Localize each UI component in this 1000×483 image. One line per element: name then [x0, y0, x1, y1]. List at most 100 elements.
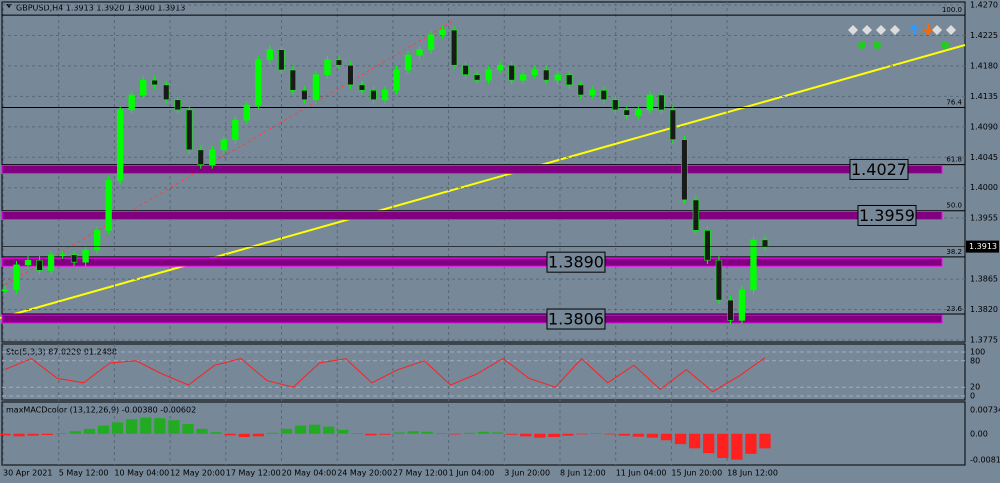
- candle: [312, 74, 320, 101]
- candle: [266, 49, 274, 61]
- macd-bar: [294, 425, 307, 434]
- candle: [531, 69, 538, 76]
- macd-bar: [252, 433, 264, 437]
- macd-bar: [337, 429, 349, 434]
- macd-bar: [365, 433, 377, 436]
- y-tick-label: 1.3820: [970, 305, 998, 314]
- candle: [543, 69, 550, 81]
- candle: [163, 84, 170, 101]
- y-tick-label: 1.4045: [970, 153, 998, 162]
- macd-bar: [323, 426, 335, 434]
- macd-bar: [435, 433, 447, 434]
- candle: [24, 259, 32, 266]
- diamond-icons: [848, 25, 956, 35]
- x-tick-label: 27 May 12:00: [393, 469, 448, 478]
- level-band: [1, 257, 943, 267]
- candle: [727, 299, 734, 321]
- macd-bar: [703, 433, 715, 454]
- level-label: 1.3806: [548, 310, 604, 329]
- candle: [554, 74, 561, 81]
- y-tick-label: 1.4090: [970, 122, 998, 131]
- macd-bar: [0, 433, 11, 436]
- macd-bar: [111, 422, 124, 434]
- macd-bar: [55, 433, 67, 434]
- macd-bar: [351, 433, 363, 434]
- macd-bar: [41, 433, 53, 436]
- candle: [243, 104, 250, 121]
- candle: [232, 119, 239, 140]
- candle: [1, 289, 9, 292]
- fib-label: 23.6: [946, 305, 962, 313]
- macd-bar: [449, 433, 461, 435]
- macd-bar: [745, 433, 757, 454]
- candle: [612, 99, 619, 111]
- candle: [255, 59, 262, 106]
- macd-bar: [69, 431, 81, 434]
- macd-bar: [590, 433, 602, 434]
- macd-bar: [548, 433, 560, 437]
- level-label: 1.4027: [851, 160, 907, 179]
- macd-bar: [27, 433, 39, 436]
- candle: [462, 64, 469, 76]
- candle: [59, 254, 66, 257]
- x-tick-label: 24 May 20:00: [337, 469, 392, 478]
- macd-bar: [646, 433, 659, 438]
- macd-bar: [224, 433, 236, 436]
- macd-bar: [689, 433, 701, 449]
- candle: [197, 149, 204, 166]
- macd-bar: [759, 433, 771, 449]
- macd-bar: [407, 431, 419, 434]
- x-tick-label: 8 Jun 12:00: [560, 469, 606, 478]
- level-label: 1.3959: [859, 206, 915, 225]
- macd-bar: [154, 418, 166, 434]
- x-tick-label: 5 May 12:00: [59, 469, 109, 478]
- candle: [473, 74, 481, 81]
- y-tick-label: 100: [970, 348, 985, 357]
- macd-bar: [604, 433, 616, 435]
- macd-panel: [1, 401, 966, 466]
- macd-bar: [562, 433, 574, 436]
- macd-bar: [196, 428, 208, 434]
- macd-bar: [97, 425, 110, 434]
- candle: [140, 79, 147, 96]
- candle: [658, 94, 665, 111]
- candle: [520, 74, 527, 81]
- candle: [761, 239, 769, 247]
- candle: [646, 94, 654, 111]
- macd-bar: [393, 432, 405, 434]
- stoch-line: [4, 357, 766, 393]
- level-band: [1, 164, 943, 174]
- macd-bar: [182, 424, 194, 434]
- y-tick-label: 80: [970, 356, 980, 365]
- y-tick-label: -0.00811: [970, 456, 1000, 465]
- candle: [427, 34, 435, 50]
- candle: [93, 230, 101, 251]
- y-tick-label: 0: [970, 392, 975, 401]
- macd-bar: [731, 433, 743, 460]
- macd-bar: [520, 433, 532, 437]
- level-box: [857, 204, 917, 226]
- macd-bar: [379, 433, 391, 435]
- x-tick-label: 1 Jun 04:00: [449, 469, 495, 478]
- y-tick-label: 1.3775: [970, 336, 998, 345]
- y-tick-label: 1.4135: [970, 92, 998, 101]
- macd-bar: [576, 433, 588, 435]
- dot: [873, 41, 881, 49]
- macd-bar: [477, 431, 490, 434]
- y-tick-label: 1.4225: [970, 31, 998, 40]
- candle: [496, 64, 504, 71]
- candle: [186, 109, 193, 151]
- candle: [681, 139, 688, 201]
- macd-bar: [83, 428, 96, 434]
- candle: [404, 54, 412, 71]
- candle: [347, 64, 354, 86]
- macd-bar: [210, 432, 222, 434]
- x-tick-label: 30 Apr 2021: [3, 469, 52, 478]
- stoch-panel: [1, 343, 966, 401]
- candle: [416, 49, 423, 56]
- macd-bar: [266, 432, 279, 434]
- fib-label: 100.0: [942, 6, 962, 14]
- candle: [600, 89, 607, 101]
- macd-bar: [126, 419, 138, 434]
- macd-bar: [717, 433, 729, 459]
